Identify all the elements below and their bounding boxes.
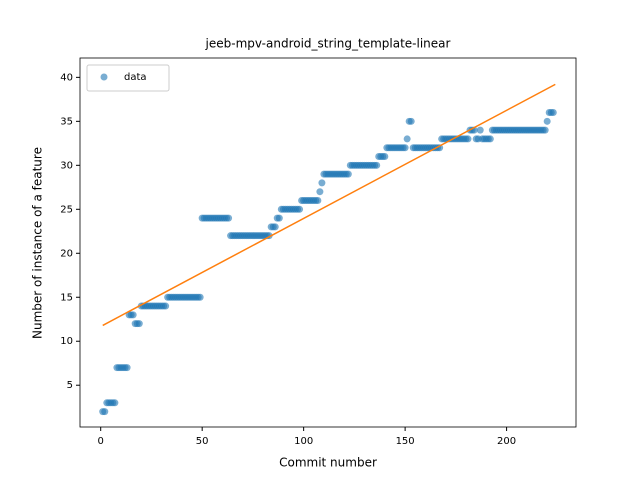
data-point: [196, 293, 204, 301]
data-point: [464, 135, 472, 143]
y-axis-label: Number of instance of a feature: [31, 147, 45, 339]
data-point: [123, 364, 131, 372]
y-tick-label: 25: [60, 204, 73, 215]
legend-label: data: [124, 72, 147, 83]
legend-box: [86, 64, 170, 92]
x-tick-label: 0: [98, 436, 104, 447]
y-tick-label: 15: [60, 292, 73, 303]
data-point: [296, 205, 304, 213]
data-point: [129, 311, 137, 319]
data-point: [101, 408, 109, 416]
data-point: [486, 135, 494, 143]
y-tick-label: 35: [60, 116, 73, 127]
y-tick-label: 5: [67, 380, 73, 391]
data-point: [436, 144, 444, 152]
data-point: [407, 117, 415, 125]
data-point: [111, 399, 119, 407]
x-tick-label: 50: [196, 436, 209, 447]
data-point: [314, 196, 322, 204]
chart-title: jeeb-mpv-android_string_template-linear: [205, 37, 451, 51]
x-tick-label: 200: [497, 436, 516, 447]
y-tick-label: 40: [60, 72, 73, 83]
y-tick-label: 30: [60, 160, 73, 171]
data-point: [275, 214, 283, 222]
data-point: [316, 188, 324, 196]
x-tick-label: 100: [294, 436, 313, 447]
data-point: [225, 214, 233, 222]
data-point: [403, 135, 411, 143]
x-tick-label: 150: [396, 436, 415, 447]
data-point: [543, 117, 551, 125]
data-point: [271, 223, 279, 231]
data-point: [344, 170, 352, 178]
y-tick-label: 10: [60, 336, 73, 347]
plot-frame: [79, 57, 577, 428]
data-point: [373, 161, 381, 169]
x-axis-label: Commit number: [279, 456, 377, 470]
data-point: [318, 179, 326, 187]
data-point: [549, 109, 557, 117]
data-point: [541, 126, 549, 134]
data-point: [476, 126, 484, 134]
y-tick-label: 20: [60, 248, 73, 259]
data-point: [381, 153, 389, 161]
data-point: [135, 320, 143, 328]
data-point: [162, 302, 170, 310]
fit-line: [102, 83, 556, 327]
legend-marker: [100, 73, 108, 81]
data-point: [401, 144, 409, 152]
